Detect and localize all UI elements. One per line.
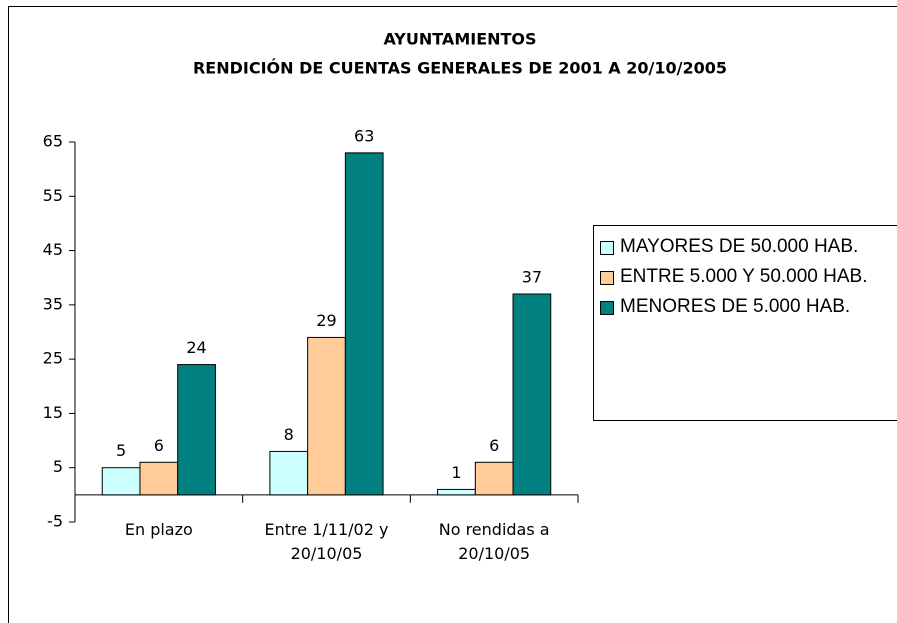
value-label: 37 <box>522 268 542 287</box>
legend-entry: MAYORES DE 50.000 HAB. <box>600 236 890 258</box>
legend-label: ENTRE 5.000 Y 50.000 HAB. <box>620 266 868 287</box>
y-tick-label: 25 <box>43 349 63 368</box>
value-label: 6 <box>489 436 499 455</box>
legend-entry: MENORES DE 5.000 HAB. <box>600 296 890 318</box>
chart-subtitle: RENDICIÓN DE CUENTAS GENERALES DE 2001 A… <box>193 59 727 78</box>
value-label: 8 <box>284 425 294 444</box>
x-tick-label: En plazo <box>124 520 193 539</box>
y-tick-label: 5 <box>53 457 63 476</box>
x-tick-label: No rendidas a 20/10/05 <box>438 520 550 563</box>
bar <box>139 461 179 496</box>
y-tick-label: -5 <box>47 512 63 531</box>
legend-entry: ENTRE 5.000 Y 50.000 HAB. <box>600 266 890 288</box>
bar <box>344 152 384 496</box>
value-label: 5 <box>116 441 126 460</box>
value-label: 29 <box>316 311 336 330</box>
bar <box>177 364 216 496</box>
bar <box>512 293 552 496</box>
legend-swatch <box>600 241 614 255</box>
legend-label: MAYORES DE 50.000 HAB. <box>620 236 859 257</box>
value-label: 63 <box>354 126 374 145</box>
y-tick-label: 35 <box>43 294 63 313</box>
bar <box>101 467 141 496</box>
legend-swatch <box>600 301 614 315</box>
value-label: 24 <box>186 338 206 357</box>
y-tick-label: 55 <box>43 186 63 205</box>
bar <box>307 336 346 496</box>
legend-label: MENORES DE 5.000 HAB. <box>620 296 851 317</box>
bar <box>474 461 514 496</box>
legend-swatch <box>600 271 614 285</box>
value-label: 1 <box>451 463 461 482</box>
x-tick-label: Entre 1/11/02 y 20/10/05 <box>264 520 389 563</box>
chart-title: AYUNTAMIENTOS <box>383 30 536 49</box>
y-tick-label: 15 <box>43 403 63 422</box>
y-tick-label: 65 <box>43 132 63 151</box>
bar <box>437 488 476 496</box>
chart-frame <box>8 6 897 623</box>
bar <box>269 450 309 496</box>
legend: MAYORES DE 50.000 HAB. ENTRE 5.000 Y 50.0… <box>593 225 897 421</box>
value-label: 6 <box>154 436 164 455</box>
y-tick-label: 45 <box>43 240 63 259</box>
